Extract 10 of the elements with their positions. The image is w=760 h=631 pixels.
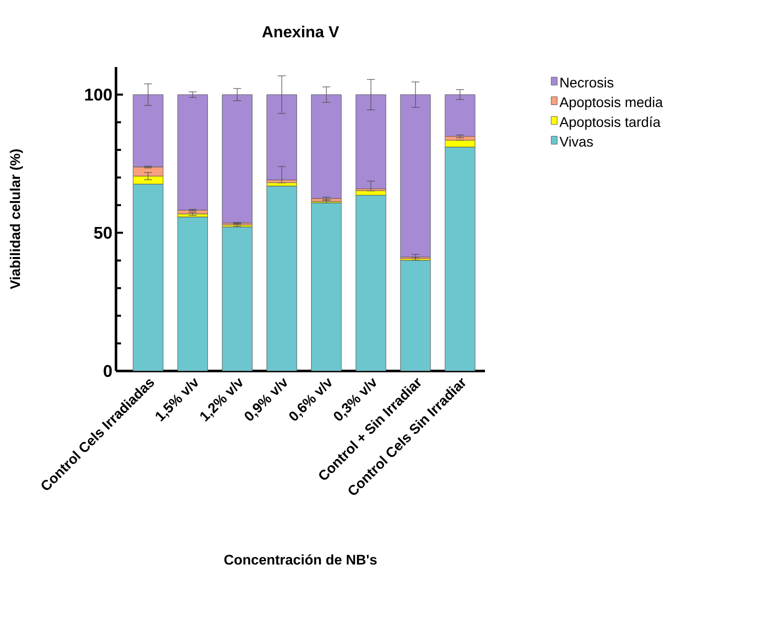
y-tick-label: 50 [94, 226, 112, 239]
legend-label: Apoptosis tardía [559, 116, 661, 130]
legend-label: Necrosis [560, 77, 614, 88]
legend-label: Apoptosis media [559, 96, 663, 110]
y-tick-label: 100 [85, 88, 112, 101]
chart-title: Anexina V [262, 26, 340, 38]
x-axis-title: Concentración de NB's [224, 554, 377, 565]
legend-label: Vivas [559, 136, 593, 147]
y-tick-label: 0 [104, 364, 112, 378]
y-axis-title: Viabilidad celular (%) [10, 149, 23, 290]
